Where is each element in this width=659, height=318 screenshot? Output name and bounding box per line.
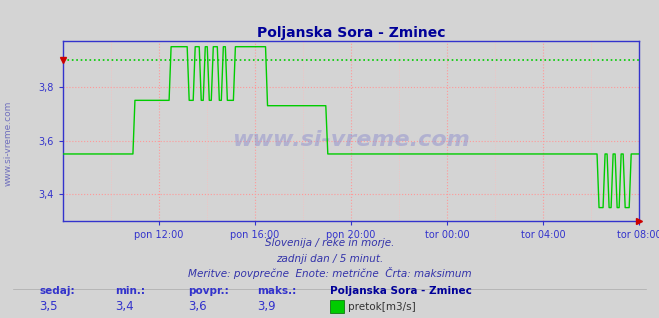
Text: zadnji dan / 5 minut.: zadnji dan / 5 minut.: [276, 254, 383, 264]
Text: pretok[m3/s]: pretok[m3/s]: [348, 302, 416, 312]
Text: 3,9: 3,9: [257, 300, 275, 313]
Text: 3,5: 3,5: [40, 300, 58, 313]
Text: 3,6: 3,6: [188, 300, 206, 313]
Text: www.si-vreme.com: www.si-vreme.com: [4, 100, 13, 186]
Title: Poljanska Sora - Zminec: Poljanska Sora - Zminec: [256, 26, 445, 40]
Text: sedaj:: sedaj:: [40, 286, 75, 296]
Text: Meritve: povprečne  Enote: metrične  Črta: maksimum: Meritve: povprečne Enote: metrične Črta:…: [188, 267, 471, 279]
Text: maks.:: maks.:: [257, 286, 297, 296]
Text: Slovenija / reke in morje.: Slovenija / reke in morje.: [265, 238, 394, 248]
Text: Poljanska Sora - Zminec: Poljanska Sora - Zminec: [330, 286, 471, 296]
Text: 3,4: 3,4: [115, 300, 134, 313]
Text: min.:: min.:: [115, 286, 146, 296]
Text: www.si-vreme.com: www.si-vreme.com: [232, 130, 470, 150]
Text: povpr.:: povpr.:: [188, 286, 229, 296]
